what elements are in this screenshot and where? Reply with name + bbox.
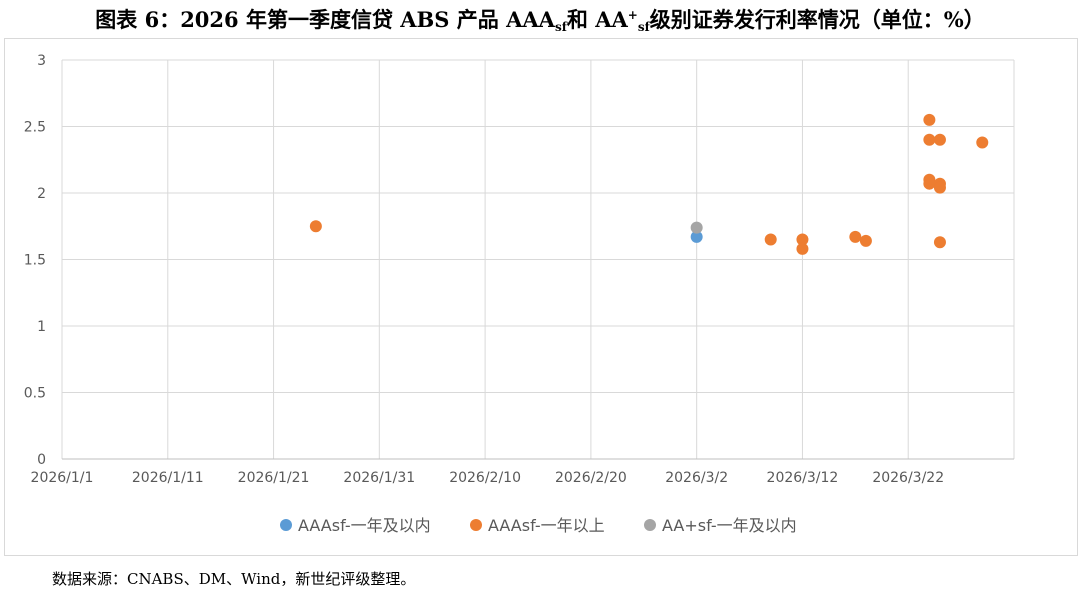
chart-frame: 0 0.5 1 1.5 2 2.5 3 2026/1/1 2026/1/11 2026/1/21 2… — [4, 38, 1078, 556]
data-point — [923, 113, 936, 126]
data-point — [859, 234, 872, 247]
data-point — [933, 236, 946, 249]
legend-label: AAAsf-一年以上 — [488, 516, 605, 535]
data-point — [933, 133, 946, 146]
legend-marker — [644, 519, 656, 531]
data-point — [933, 181, 946, 194]
data-point — [309, 220, 322, 233]
x-tick-label: 2026/2/20 — [555, 470, 627, 486]
x-tick-label: 2026/3/2 — [665, 470, 728, 486]
title-prefix: 图表 6：2026 年第一季度信贷 ABS 产品 AAA — [95, 7, 555, 32]
title-subscript-1: sf — [554, 20, 567, 34]
data-point — [923, 177, 936, 190]
y-tick-label: 1.5 — [24, 253, 46, 269]
y-tick-label: 2 — [37, 186, 46, 202]
data-point — [923, 133, 936, 146]
x-tick-label: 2026/3/22 — [872, 470, 944, 486]
y-tick-label: 0 — [37, 452, 46, 468]
x-tick-label: 2026/1/31 — [343, 470, 415, 486]
source-note: 数据来源：CNABS、DM、Wind，新世纪评级整理。 — [52, 570, 416, 588]
chart-title: 图表 6：2026 年第一季度信贷 ABS 产品 AAAsf和 AA+sf级别证… — [0, 0, 1080, 34]
legend-label: AAAsf-一年及以内 — [298, 516, 431, 535]
x-tick-label: 2026/1/11 — [132, 470, 204, 486]
title-middle: 和 AA — [566, 7, 628, 32]
data-point — [690, 230, 703, 243]
x-tick-label: 2026/3/12 — [767, 470, 839, 486]
x-tick-label: 2026/1/21 — [238, 470, 310, 486]
data-point — [796, 233, 809, 246]
y-tick-label: 1 — [37, 319, 46, 335]
y-tick-label: 2.5 — [24, 120, 46, 136]
legend-marker — [470, 519, 482, 531]
title-suffix: 级别证券发行利率情况（单位：%） — [649, 7, 985, 32]
x-tick-label: 2026/2/10 — [449, 470, 521, 486]
data-point — [849, 230, 862, 243]
title-superscript: + — [627, 8, 638, 22]
y-tick-label: 3 — [37, 53, 46, 69]
data-point — [976, 136, 989, 149]
y-tick-label: 0.5 — [24, 386, 46, 402]
data-point — [690, 221, 703, 234]
data-point — [764, 233, 777, 246]
data-point — [796, 242, 809, 255]
title-subscript-2: sf — [637, 20, 650, 34]
legend-label: AA+sf-一年及以内 — [662, 516, 797, 535]
scatter-chart: 0 0.5 1 1.5 2 2.5 3 2026/1/1 2026/1/11 2026/1/21 2… — [24, 53, 1015, 535]
legend-marker — [280, 519, 292, 531]
x-tick-label: 2026/1/1 — [31, 470, 94, 486]
